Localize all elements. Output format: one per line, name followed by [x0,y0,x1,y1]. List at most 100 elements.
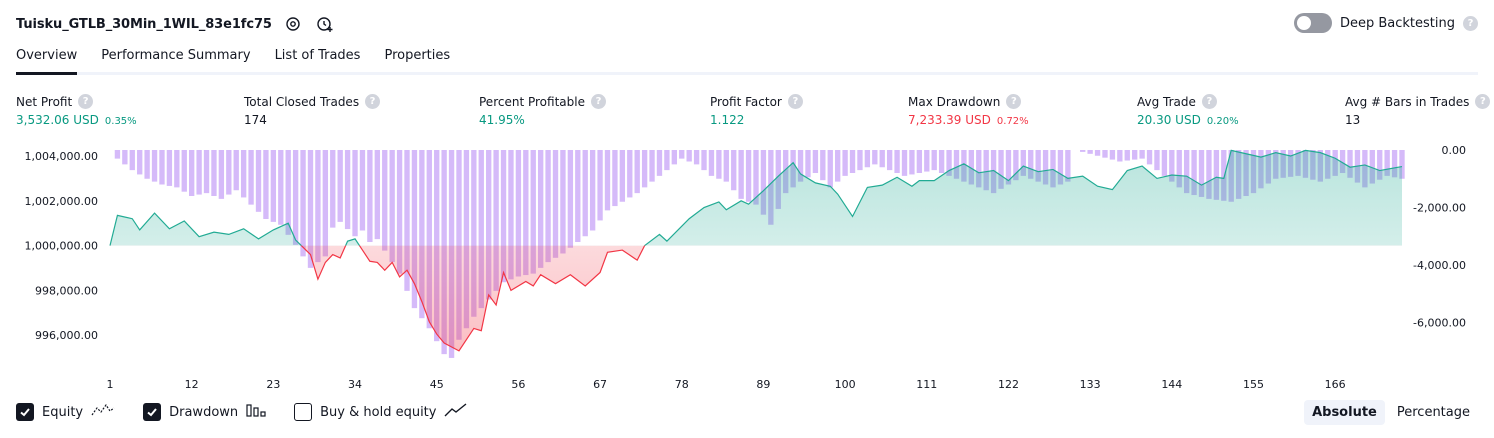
drawdown-bar [1117,150,1123,162]
deep-backtesting-toggle[interactable] [1293,13,1332,33]
drawdown-bar [1391,150,1398,178]
drawdown-bar [1080,150,1086,152]
info-icon[interactable]: ? [1475,94,1491,109]
drawdown-bar [263,150,269,219]
drawdown-bar [968,150,975,185]
drawdown-bar [1124,150,1130,161]
add-alert-icon[interactable] [314,13,336,35]
left-axis-tick: 1,004,000.00 [25,150,98,163]
x-axis-tick: 78 [675,378,689,391]
x-axis-tick: 23 [266,378,280,391]
drawdown-bar [886,150,893,171]
drawdown-bar [233,150,239,191]
info-icon[interactable]: ? [1006,94,1022,109]
drawdown-bar [1183,150,1190,194]
right-axis-tick: -6,000.00 [1413,317,1466,330]
drawdown-bar [976,150,982,188]
drawdown-bar [879,150,885,168]
info-icon[interactable]: ? [365,94,381,109]
drawdown-bar [137,150,143,175]
drawdown-bar [1339,150,1346,173]
drawdown-bar [938,150,945,173]
info-icon[interactable]: ? [78,94,94,109]
equity-line-below-baseline [110,245,646,352]
drawdown-bar [627,150,633,198]
drawdown-bar [1377,150,1383,180]
drawdown-bar [619,150,626,202]
tab-overview[interactable]: Overview [16,48,78,75]
drawdown-bar [1042,150,1049,185]
equity-line-icon [91,403,115,421]
drawdown-bar [664,150,670,171]
legend-buy-hold[interactable]: Buy & hold equity [294,403,468,421]
drawdown-bar [278,150,284,225]
drawdown-bar [901,150,908,176]
drawdown-bar [307,150,314,268]
drawdown-bar [745,150,752,202]
drawdown-bar [486,150,492,300]
tab-list-of-trades[interactable]: List of Trades [274,48,361,63]
settings-icon[interactable] [282,13,304,35]
drawdown-bar [649,150,655,182]
equity-line-group [109,149,1403,352]
drawdown-bar [523,150,529,276]
drawdown-bar [552,150,559,258]
drawdown-bar [872,150,878,165]
info-icon[interactable]: ? [787,94,803,109]
drawdown-bar [545,150,551,263]
x-axis-tick: 166 [1325,378,1346,391]
info-icon[interactable]: ? [590,94,606,109]
absolute-button[interactable]: Absolute [1304,400,1385,425]
drawdown-checkbox[interactable] [143,403,162,421]
drawdown-bar [1050,150,1056,188]
left-axis-tick: 1,000,000.00 [25,240,98,253]
drawdown-bar [589,150,596,231]
drawdown-bar [857,150,863,171]
equity-area-negative [110,245,1402,351]
metric-value: 1.122 [710,113,745,127]
drawdown-bar [426,150,432,329]
legend-drawdown[interactable]: Drawdown [143,403,266,421]
drawdown-bar [1213,150,1220,200]
metric-label: Profit Factor [710,94,782,109]
drawdown-bar [196,150,202,195]
drawdown-bar [1161,150,1168,176]
drawdown-bar [612,150,618,207]
x-axis-tick: 34 [348,378,362,391]
drawdown-bar [248,150,254,205]
left-axis-tick: 996,000.00 [35,329,98,342]
strategy-name: Tuisku_GTLB_30Min_1WIL_83e1fc75 [16,16,272,32]
equity-line [109,149,1403,246]
drawdown-bar [1109,150,1116,160]
drawdown-bar [337,150,343,222]
equity-checkbox[interactable] [16,403,34,421]
drawdown-bar [174,150,180,188]
drawdown-bar [575,150,581,242]
drawdown-bar [374,150,380,240]
drawdown-bar [515,150,522,277]
buy-hold-checkbox[interactable] [294,403,313,421]
drawdown-bar [641,150,648,188]
tab-performance-summary[interactable]: Performance Summary [101,48,251,63]
legend-equity[interactable]: Equity [16,403,115,421]
drawdown-bar [255,150,262,212]
help-icon[interactable]: ? [1463,15,1478,31]
info-icon[interactable]: ? [1201,94,1217,109]
drawdown-bar [1198,150,1205,197]
tab-properties[interactable]: Properties [384,48,451,63]
x-axis-tick: 67 [593,378,607,391]
drawdown-bar [240,150,247,198]
drawdown-bar [1369,150,1375,184]
left-axis-tick: 1,002,000.00 [25,195,98,208]
x-axis-tick: 133 [1080,378,1101,391]
percentage-button[interactable]: Percentage [1396,405,1470,420]
drawdown-bar [1169,150,1175,182]
metrics-row: Net Profit? 3,532.06 USD 0.35% Total Clos… [16,94,1491,130]
deep-backtesting-label: Deep Backtesting [1339,15,1455,31]
x-axis-tick: 12 [185,378,199,391]
drawdown-bar [144,150,150,179]
drawdown-bar [827,150,833,188]
metric-total-closed-trades: Total Closed Trades? 174 [244,94,381,127]
drawdown-bar [1005,150,1012,185]
metric-value: 13 [1345,113,1361,127]
